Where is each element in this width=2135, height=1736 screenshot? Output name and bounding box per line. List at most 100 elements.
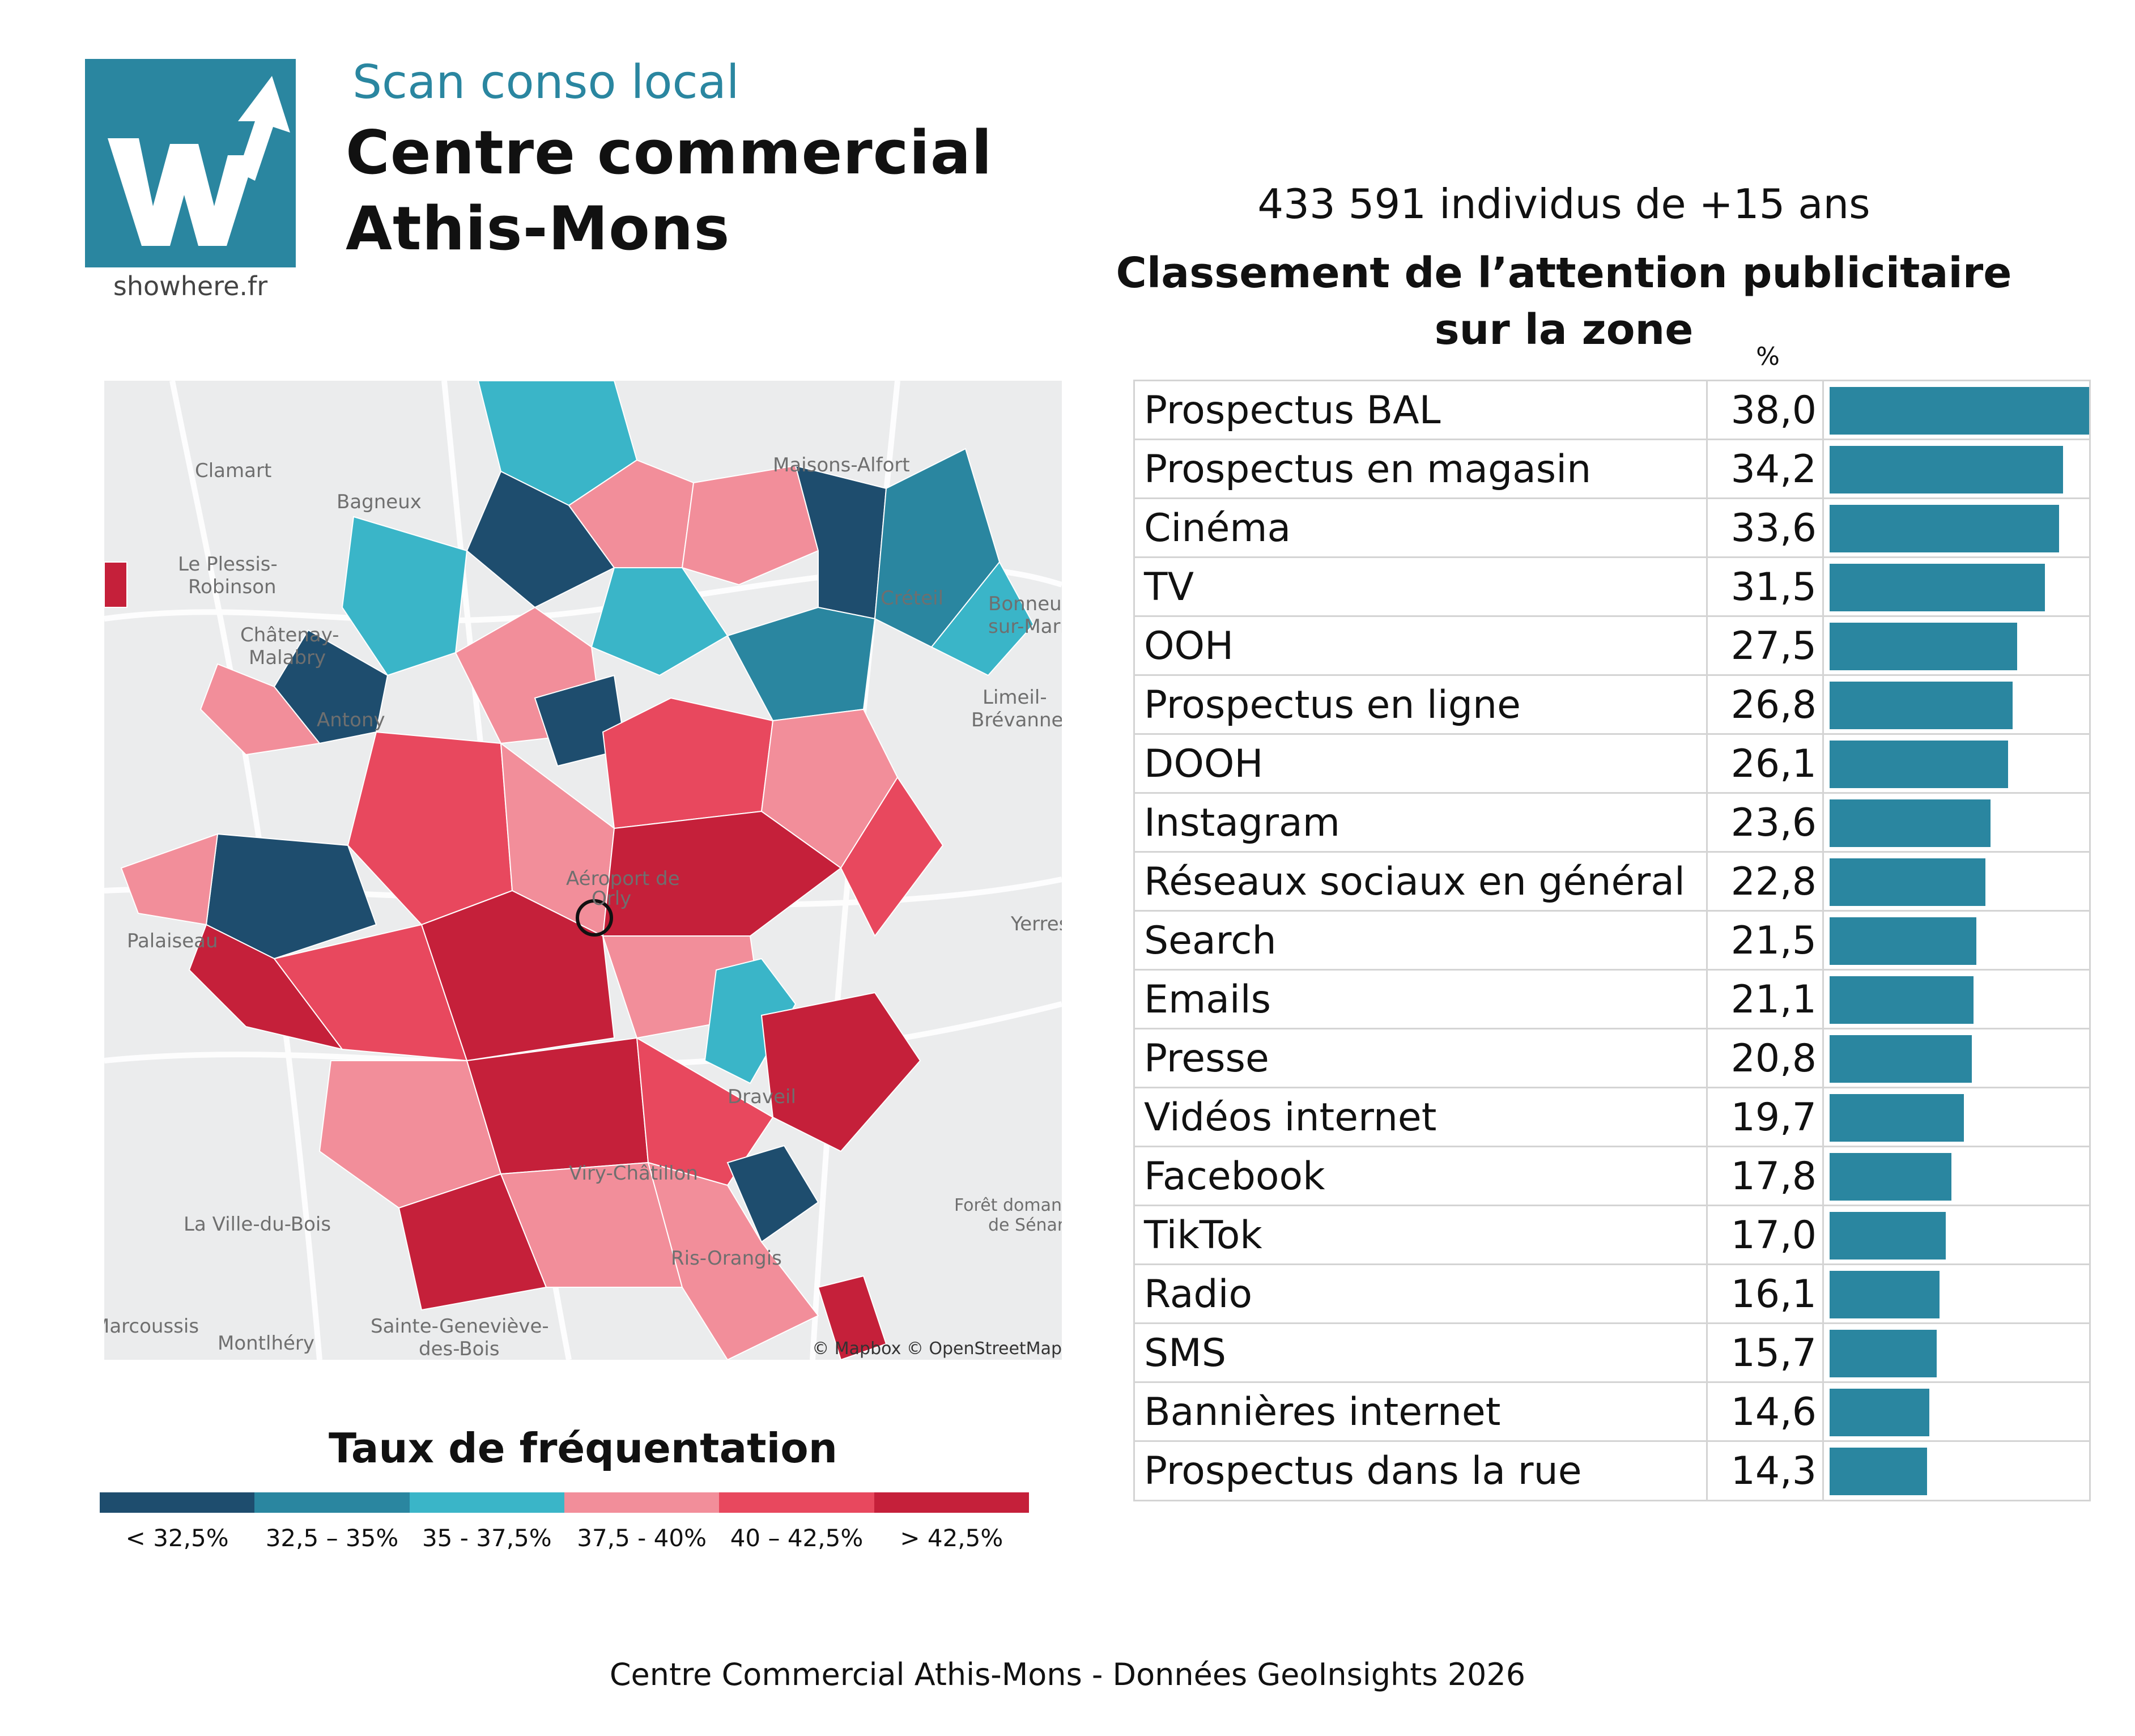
table-row: TikTok 17,0	[1135, 1206, 2089, 1265]
map-label: de Sénart	[988, 1215, 1062, 1235]
table-row: DOOH 26,1	[1135, 735, 2089, 794]
logo-w-arrow-icon	[85, 59, 296, 267]
map-label: Robinson	[188, 576, 277, 598]
legend-swatch	[719, 1492, 874, 1513]
category-label: DOOH	[1144, 742, 1264, 786]
value-label: 31,5	[1706, 558, 1824, 615]
category-label: Cinéma	[1144, 506, 1291, 551]
category-label: Emails	[1144, 977, 1271, 1022]
map-label: sur-Marne	[988, 615, 1062, 638]
table-row: Bannières internet 14,6	[1135, 1383, 2089, 1442]
map-region	[188, 924, 344, 1050]
bar	[1830, 1153, 1951, 1201]
legend-title: Taux de fréquentation	[329, 1424, 837, 1472]
map-label: Bonneuil-	[988, 593, 1062, 615]
map-region	[104, 561, 127, 608]
bar	[1830, 1212, 1946, 1260]
ranking-title: Classement de l’attention publicitaire s…	[1116, 249, 2012, 354]
value-label: 34,2	[1706, 440, 1824, 497]
category-label: SMS	[1144, 1331, 1226, 1376]
table-row: Prospectus en ligne 26,8	[1135, 676, 2089, 735]
map-label: Créteil	[881, 587, 943, 610]
table-row: OOH 27,5	[1135, 617, 2089, 676]
category-label: Vidéos internet	[1144, 1095, 1437, 1140]
table-row: Facebook 17,8	[1135, 1147, 2089, 1206]
map-label: des-Bois	[419, 1338, 500, 1360]
bar	[1830, 1448, 1927, 1495]
footer-source: Centre Commercial Athis-Mons - Données G…	[609, 1657, 1526, 1692]
legend-label: 40 – 42,5%	[730, 1524, 864, 1552]
value-label: 16,1	[1706, 1265, 1824, 1322]
legend-swatch	[564, 1492, 720, 1513]
scan-label: Scan conso local	[352, 56, 739, 109]
showhere-logo	[85, 59, 296, 267]
table-row: SMS 15,7	[1135, 1324, 2089, 1383]
category-label: Radio	[1144, 1272, 1253, 1317]
legend-color-bar	[100, 1492, 1029, 1513]
table-row: Cinéma 33,6	[1135, 499, 2089, 558]
map-region	[341, 516, 468, 676]
value-label: 17,8	[1706, 1147, 1824, 1205]
bar	[1830, 1271, 1940, 1318]
bar	[1830, 682, 2013, 729]
legend-swatch	[874, 1492, 1029, 1513]
bar	[1830, 1389, 1929, 1436]
logo-site-label: showhere.fr	[113, 271, 268, 301]
legend-label: 35 - 37,5%	[422, 1524, 552, 1552]
bar	[1830, 505, 2059, 552]
map-label: Marcoussis	[104, 1315, 199, 1338]
map-label: Malabry	[249, 646, 326, 669]
table-row: Prospectus dans la rue 14,3	[1135, 1442, 2089, 1501]
map-label: Yerres	[1010, 913, 1062, 935]
table-row: Emails 21,1	[1135, 971, 2089, 1029]
legend-swatch	[409, 1492, 564, 1513]
table-row: Search 21,5	[1135, 912, 2089, 971]
category-label: Réseaux sociaux en général	[1144, 860, 1685, 904]
category-label: Instagram	[1144, 801, 1340, 845]
bar	[1830, 917, 1976, 965]
category-label: Search	[1144, 918, 1277, 963]
legend-label: 37,5 - 40%	[577, 1524, 707, 1552]
category-label: Prospectus dans la rue	[1144, 1449, 1582, 1494]
value-label: 23,6	[1706, 794, 1824, 851]
value-label: 20,8	[1706, 1029, 1824, 1087]
bar	[1830, 858, 1985, 906]
category-label: Bannières internet	[1144, 1390, 1501, 1435]
value-label: 26,1	[1706, 735, 1824, 792]
population-label: 433 591 individus de +15 ans	[1257, 180, 1870, 228]
map-label: Orly	[592, 887, 631, 910]
shopping-centre-marker	[576, 899, 613, 937]
category-label: TV	[1144, 565, 1194, 610]
value-label: 21,1	[1706, 971, 1824, 1028]
value-label: 27,5	[1706, 617, 1824, 674]
map-label: La Ville-du-Bois	[184, 1213, 331, 1236]
bar	[1830, 799, 1991, 847]
value-label: 38,0	[1706, 381, 1824, 439]
map-label: Antony	[317, 709, 385, 731]
bar	[1830, 1035, 1972, 1083]
bar	[1830, 1330, 1937, 1377]
map-region	[681, 465, 819, 586]
legend-swatch	[254, 1492, 410, 1513]
page-title-line-1: Centre commercial	[346, 118, 993, 188]
value-label: 14,6	[1706, 1383, 1824, 1440]
map-label: Sainte-Geneviève-	[371, 1315, 549, 1338]
table-row: Vidéos internet 19,7	[1135, 1088, 2089, 1147]
category-label: TikTok	[1144, 1213, 1262, 1258]
map-label: Châtenay-	[240, 624, 339, 646]
map-label: Le Plessis-	[178, 553, 278, 576]
category-label: Prospectus en ligne	[1144, 683, 1521, 727]
unit-label: %	[1756, 342, 1780, 371]
category-label: Prospectus en magasin	[1144, 447, 1592, 492]
map-label: Palaiseau	[127, 930, 218, 952]
ranking-table: Prospectus BAL 38,0 Prospectus en magasin 3…	[1133, 380, 2091, 1501]
table-row: Radio 16,1	[1135, 1265, 2089, 1324]
map-region	[840, 776, 944, 937]
legend-labels: < 32,5% 32,5 – 35% 35 - 37,5% 37,5 - 40% 40 …	[100, 1524, 1029, 1552]
table-row: Prospectus en magasin 34,2	[1135, 440, 2089, 499]
map-region	[466, 470, 615, 609]
value-label: 26,8	[1706, 676, 1824, 733]
category-label: Facebook	[1144, 1154, 1325, 1199]
map-region	[420, 890, 615, 1062]
map-region	[726, 1144, 819, 1243]
